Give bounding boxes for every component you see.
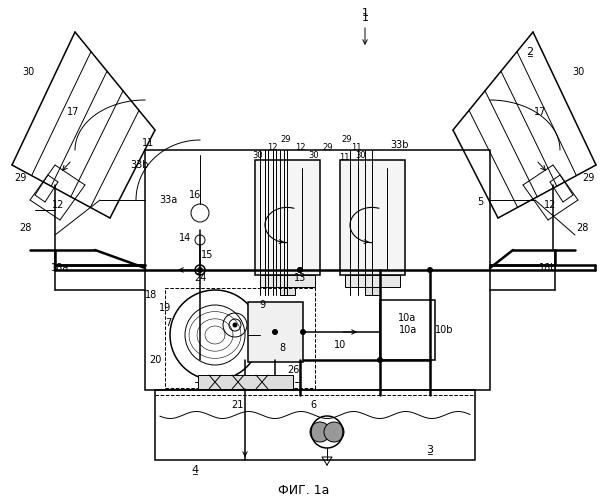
Text: 6: 6 [310, 400, 316, 410]
Text: 28: 28 [19, 223, 31, 233]
Text: 30: 30 [309, 150, 319, 160]
Circle shape [198, 268, 202, 272]
Text: 29: 29 [14, 173, 26, 183]
Circle shape [233, 323, 237, 327]
Circle shape [378, 358, 382, 362]
Text: 18: 18 [145, 290, 157, 300]
Text: 12: 12 [52, 200, 64, 210]
Bar [155, 390, 475, 460]
Text: 19: 19 [159, 303, 171, 313]
Text: 13: 13 [294, 273, 306, 283]
Circle shape [300, 330, 305, 334]
Text: 12: 12 [295, 144, 305, 152]
Circle shape [324, 422, 344, 442]
Text: 29: 29 [281, 136, 291, 144]
Text: 12: 12 [544, 200, 556, 210]
Text: 30: 30 [22, 67, 34, 77]
Bar [345, 275, 400, 287]
Text: 7: 7 [165, 318, 171, 328]
Bar [248, 302, 303, 362]
Bar [145, 150, 490, 390]
Circle shape [427, 268, 432, 272]
Text: 12: 12 [267, 144, 277, 152]
Circle shape [297, 268, 303, 272]
Circle shape [272, 330, 277, 334]
Bar [255, 160, 320, 275]
Text: 30: 30 [356, 150, 366, 160]
Text: 11: 11 [142, 138, 154, 148]
Text: 18b: 18b [539, 263, 558, 273]
Text: 9: 9 [259, 300, 265, 310]
Text: 3: 3 [426, 445, 434, 455]
Text: 10a: 10a [399, 325, 417, 335]
Text: 29: 29 [342, 136, 352, 144]
Bar [340, 160, 405, 275]
Text: 8: 8 [279, 343, 285, 353]
Bar [380, 300, 435, 360]
Circle shape [297, 358, 303, 362]
Text: 21: 21 [231, 400, 243, 410]
Bar [165, 288, 315, 388]
Text: 30: 30 [253, 150, 263, 160]
Text: 1: 1 [362, 8, 368, 18]
Text: 10a: 10a [398, 313, 416, 323]
Text: 33b: 33b [391, 140, 409, 150]
Bar [260, 275, 315, 287]
Text: 15: 15 [201, 250, 213, 260]
Text: 1: 1 [362, 13, 368, 23]
Bar [280, 287, 295, 295]
Text: 30: 30 [572, 67, 584, 77]
Text: 4: 4 [192, 465, 199, 475]
Circle shape [297, 268, 303, 272]
Text: 29: 29 [582, 173, 594, 183]
Text: 24: 24 [194, 273, 206, 283]
Text: 10b: 10b [435, 325, 453, 335]
Circle shape [310, 422, 330, 442]
Text: 29: 29 [323, 144, 333, 152]
Text: 26: 26 [287, 365, 299, 375]
Text: 33a: 33a [159, 195, 177, 205]
Text: 16: 16 [189, 190, 201, 200]
Text: 20: 20 [149, 355, 161, 365]
Text: 11: 11 [351, 144, 361, 152]
Text: 28: 28 [576, 223, 588, 233]
Text: 5: 5 [477, 197, 483, 207]
Text: 17: 17 [534, 107, 546, 117]
Text: 18a: 18a [51, 263, 69, 273]
Text: 14: 14 [179, 233, 191, 243]
Text: 17: 17 [67, 107, 79, 117]
Text: ФИГ. 1а: ФИГ. 1а [278, 484, 330, 496]
Bar [365, 287, 380, 295]
Text: 10: 10 [334, 340, 346, 350]
Text: 33b: 33b [131, 160, 149, 170]
Bar [198, 375, 293, 389]
Text: 2: 2 [527, 47, 534, 57]
Text: 11: 11 [339, 154, 349, 162]
